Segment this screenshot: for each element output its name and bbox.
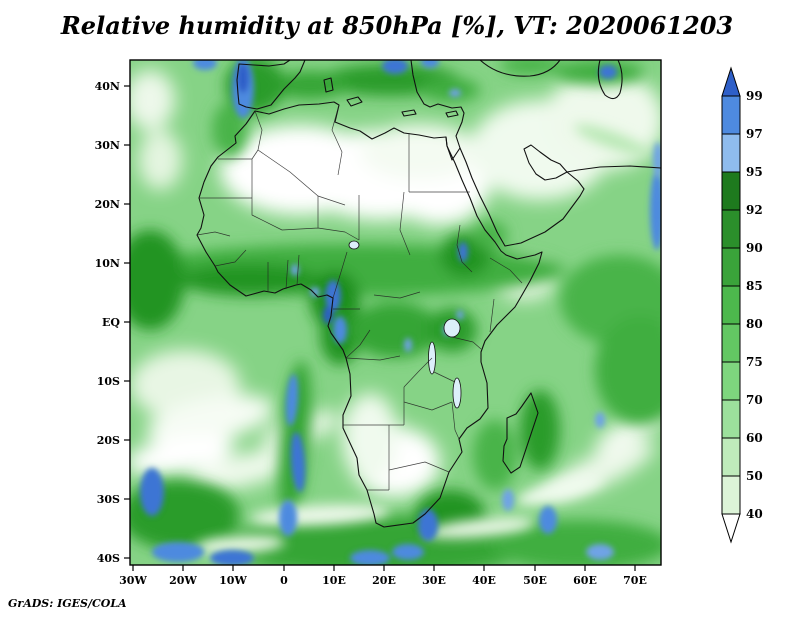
lat-tick-label: EQ <box>102 316 120 329</box>
lon-tick-label: 20E <box>372 574 396 587</box>
lakes <box>348 240 462 409</box>
colorbar: 99 97 95 92 90 85 80 75 70 60 50 40 <box>721 66 763 544</box>
lat-tick-label: 30N <box>95 139 120 152</box>
black-sea-coastline <box>479 60 561 77</box>
lat-tick-label: 10S <box>97 375 120 388</box>
colorbar-arrow-over <box>721 66 741 97</box>
sicily-coastline <box>346 96 363 107</box>
crete-coastline <box>401 109 417 117</box>
lake-malawi <box>452 377 462 409</box>
lon-tick-label: 0 <box>280 574 288 587</box>
lon-tick-label: 70E <box>623 574 647 587</box>
latitude-axis: 40N 30N 20N 10N EQ 10S 20S 30S 40S <box>95 80 130 565</box>
humidity-field <box>130 60 661 565</box>
colorbar-label: 90 <box>746 241 763 255</box>
lon-tick-label: 10W <box>219 574 247 587</box>
cyprus-coastline <box>445 110 459 118</box>
colorbar-label: 97 <box>746 127 763 141</box>
lake-chad <box>348 240 360 250</box>
colorbar-label: 50 <box>746 469 763 483</box>
colorbar-segment <box>721 399 741 439</box>
lat-tick-label: 30S <box>97 493 120 506</box>
coastlines <box>196 60 661 528</box>
colorbar-label: 85 <box>746 279 763 293</box>
iberia-coastline <box>236 60 306 110</box>
caspian-coastline <box>597 60 623 100</box>
lon-tick-label: 20W <box>169 574 197 587</box>
africa-coastline <box>196 101 543 528</box>
colorbar-label: 75 <box>746 355 763 369</box>
lat-tick-label: 40N <box>95 80 120 93</box>
lat-tick-label: 10N <box>95 257 120 270</box>
lon-tick-label: 10E <box>322 574 346 587</box>
country-borders <box>196 104 523 491</box>
colorbar-segment <box>721 475 741 515</box>
colorbar-segment <box>721 95 741 135</box>
lon-tick-label: 30E <box>422 574 446 587</box>
colorbar-segment <box>721 323 741 363</box>
chart-title: Relative humidity at 850hPa [%], VT: 202… <box>60 11 733 40</box>
lake-victoria <box>443 318 461 338</box>
colorbar-segment <box>721 209 741 249</box>
colorbar-label: 92 <box>746 203 763 217</box>
longitude-axis: 30W 20W 10W 0 10E 20E 30E 40E 50E 60E 70… <box>119 565 647 587</box>
colorbar-label: 70 <box>746 393 763 407</box>
arabia-coastline <box>459 144 661 247</box>
humidity-wet-areas <box>130 60 661 565</box>
sinai-levant-coastline <box>410 60 465 161</box>
colorbar-segment <box>721 361 741 401</box>
lon-tick-label: 50E <box>523 574 547 587</box>
colorbar-label: 99 <box>746 89 763 103</box>
colorbar-segment <box>721 285 741 325</box>
colorbar-segment <box>721 133 741 173</box>
colorbar-label: 40 <box>746 507 763 521</box>
lat-tick-label: 20N <box>95 198 120 211</box>
colorbar-label: 60 <box>746 431 763 445</box>
map-frame <box>129 59 662 566</box>
grads-attribution: GrADS: IGES/COLA <box>8 597 127 610</box>
colorbar-segment <box>721 437 741 477</box>
lat-tick-label: 40S <box>97 552 120 565</box>
colorbar-label: 80 <box>746 317 763 331</box>
lon-tick-label: 40E <box>472 574 496 587</box>
colorbar-segment <box>721 171 741 211</box>
colorbar-label: 95 <box>746 165 763 179</box>
sardinia-coastline <box>323 77 334 93</box>
lon-tick-label: 60E <box>573 574 597 587</box>
madagascar-coastline <box>502 392 539 474</box>
colorbar-segment <box>721 247 741 287</box>
lon-tick-label: 30W <box>119 574 147 587</box>
lat-tick-label: 20S <box>97 434 120 447</box>
colorbar-arrow-under <box>721 513 741 544</box>
